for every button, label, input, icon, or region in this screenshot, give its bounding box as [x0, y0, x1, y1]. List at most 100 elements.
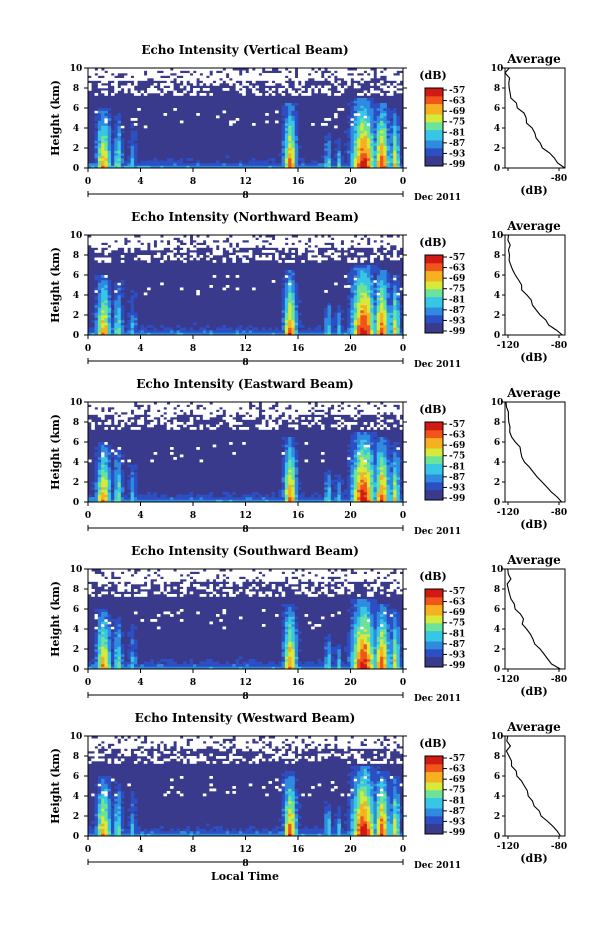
heatmap-cell	[393, 330, 397, 333]
heatmap-cell	[363, 78, 368, 81]
heatmap-cell	[275, 80, 279, 84]
heatmap-cell	[133, 317, 138, 321]
heatmap-cell	[347, 138, 351, 141]
heatmap-cell	[298, 494, 302, 498]
heatmap-cell	[281, 312, 286, 316]
heatmap-cell	[284, 462, 289, 465]
heatmap-cell	[373, 462, 378, 465]
heatmap-cell	[324, 332, 328, 336]
heatmap-cell	[173, 70, 177, 74]
heatmap-cell	[189, 427, 194, 430]
heatmap-cell	[357, 98, 361, 101]
heatmap-cell	[396, 454, 401, 458]
heatmap-cell	[284, 270, 289, 273]
heatmap-cell	[120, 138, 125, 141]
heatmap-cell	[238, 160, 243, 164]
heatmap-cell	[124, 330, 128, 333]
heatmap-cell	[386, 487, 391, 490]
heatmap-cell	[101, 280, 105, 283]
heatmap-cell	[130, 153, 135, 156]
heatmap-cell	[163, 494, 168, 498]
heatmap-cell	[360, 80, 364, 84]
heatmap-cell	[94, 128, 99, 131]
heatmap-cell	[291, 90, 296, 94]
heatmap-cell	[281, 118, 286, 121]
heatmap-cell	[271, 499, 276, 503]
heatmap-cell	[376, 439, 381, 443]
heatmap-cell	[143, 499, 148, 503]
heatmap-cell	[104, 330, 108, 333]
heatmap-cell	[357, 267, 361, 271]
heatmap-cell	[265, 325, 269, 328]
heatmap-cell	[153, 75, 158, 79]
heatmap-cell	[252, 412, 256, 415]
heatmap-cell	[389, 123, 394, 126]
heatmap-cell	[114, 88, 118, 91]
x-tick-label: 0	[400, 344, 406, 354]
heatmap-cell	[242, 75, 246, 79]
heatmap-cell	[373, 143, 378, 146]
heatmap-cell	[337, 150, 341, 154]
heatmap-cell	[238, 412, 243, 415]
heatmap-cell	[343, 412, 348, 415]
heatmap-cell	[291, 312, 296, 316]
heatmap-cell	[107, 135, 112, 139]
heatmap-cell	[110, 135, 115, 139]
heatmap-cell	[147, 155, 151, 159]
heatmap-cell	[183, 245, 187, 248]
heatmap-cell	[117, 497, 122, 500]
heatmap-cell	[284, 457, 289, 460]
heatmap-cell	[357, 482, 361, 485]
heatmap-cell	[370, 103, 374, 106]
heatmap-cell	[363, 469, 368, 473]
heatmap-cell	[327, 90, 332, 94]
heatmap-cell	[340, 153, 345, 156]
heatmap-cell	[110, 489, 115, 493]
heatmap-cell	[147, 492, 151, 495]
heatmap-cell	[101, 442, 105, 445]
heatmap-cell	[94, 449, 99, 453]
heatmap-cell	[301, 78, 305, 81]
heatmap-cell	[278, 332, 282, 336]
average-profile-line	[504, 67, 566, 169]
heatmap-cell	[91, 165, 95, 169]
heatmap-cell	[143, 330, 148, 333]
heatmap-cell	[153, 83, 158, 86]
heatmap-cell	[363, 115, 368, 119]
heatmap-cell	[143, 155, 148, 159]
heatmap-cell	[389, 75, 394, 79]
heatmap-cell	[101, 165, 105, 169]
heatmap-cell	[160, 332, 164, 336]
heatmap-cell	[337, 93, 341, 96]
heatmap-cell	[170, 158, 174, 161]
heatmap-cell	[281, 332, 286, 336]
heatmap-cell	[252, 163, 256, 166]
heatmap-cell	[347, 310, 351, 313]
heatmap-cell	[127, 422, 131, 425]
heatmap-cell	[350, 110, 355, 114]
heatmap-cell	[248, 330, 253, 333]
heatmap-cell	[294, 290, 299, 293]
heatmap-cell	[343, 78, 348, 81]
heatmap-cell	[245, 327, 250, 331]
heatmap-cell	[107, 307, 112, 311]
heatmap-cell	[370, 449, 374, 453]
heatmap-cell	[104, 163, 108, 166]
heatmap-cell	[343, 499, 348, 503]
heatmap-cell	[281, 270, 286, 273]
heatmap-cell	[363, 125, 368, 129]
heatmap-cell	[327, 148, 332, 151]
heatmap-cell	[291, 280, 296, 283]
heatmap-cell	[353, 257, 358, 261]
heatmap-cell	[166, 80, 171, 84]
heatmap-cell	[370, 245, 374, 248]
heatmap-cell	[380, 452, 384, 455]
heatmap-cell	[268, 422, 273, 425]
heatmap-cell	[307, 330, 312, 333]
heatmap-cell	[110, 492, 115, 495]
heatmap-cell	[363, 472, 368, 475]
heatmap-cell	[88, 83, 92, 86]
heatmap-cell	[353, 73, 358, 76]
heatmap-cell	[294, 305, 299, 308]
heatmap-cell	[271, 494, 276, 498]
